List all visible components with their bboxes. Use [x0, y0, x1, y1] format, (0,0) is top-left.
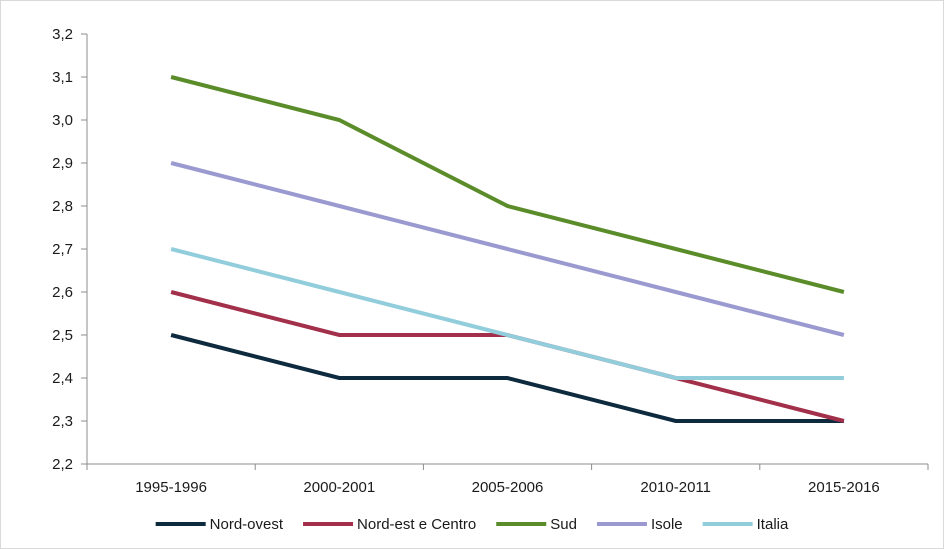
series-line-sud — [170, 75, 845, 294]
y-tick-label: 2,3 — [52, 413, 73, 430]
y-tick-label: 2,4 — [52, 370, 73, 387]
y-tick-label: 2,6 — [52, 284, 73, 301]
y-tick-label: 3,0 — [52, 112, 73, 129]
series-lines — [170, 75, 845, 423]
y-tick-label: 3,1 — [52, 69, 73, 86]
y-tick-labels: 2,2 2,3 2,4 2,5 2,6 2,7 2,8 2,9 3,0 3,1 3,2 — [52, 26, 73, 473]
axes — [81, 33, 929, 470]
y-tick-label: 3,2 — [52, 26, 73, 43]
x-tick-labels: 1995-1996 2000-2001 2005-2006 2010-2011 2015… — [135, 479, 880, 496]
y-tick-label: 2,5 — [52, 327, 73, 344]
series-line-nord-ovest — [170, 333, 844, 423]
y-tick-label: 2,7 — [52, 241, 73, 258]
legend-label-italia: Italia — [757, 516, 789, 533]
y-tick-label: 2,8 — [52, 198, 73, 215]
series-line-isole — [170, 161, 845, 337]
x-tick-label: 2005-2006 — [472, 479, 544, 496]
legend-label-nord-est-e-centro: Nord-est e Centro — [357, 516, 476, 533]
legend: Nord-ovest Nord-est e Centro Sud Isole Itali… — [155, 516, 789, 533]
x-tick-label: 2000-2001 — [303, 479, 375, 496]
x-tick-label: 2010-2011 — [640, 479, 711, 496]
legend-label-sud: Sud — [550, 516, 577, 533]
x-tick-label: 1995-1996 — [135, 479, 207, 496]
x-tick-label: 2015-2016 — [808, 479, 880, 496]
legend-label-nord-ovest: Nord-ovest — [210, 516, 284, 533]
legend-label-isole: Isole — [651, 516, 683, 533]
y-tick-label: 2,2 — [52, 456, 73, 473]
series-line-italia — [170, 247, 844, 380]
y-tick-label: 2,9 — [52, 155, 73, 172]
